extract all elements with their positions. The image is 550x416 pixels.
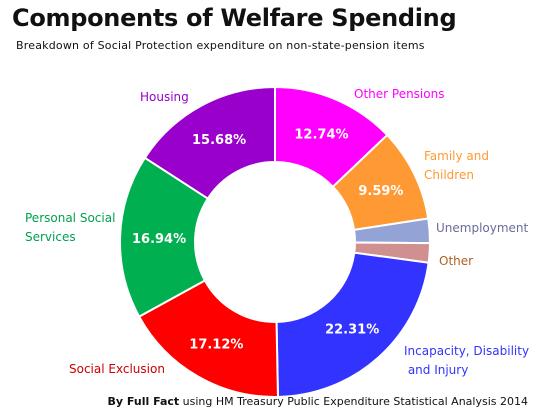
pct-label: 22.31% xyxy=(325,323,379,338)
chart-title: Components of Welfare Spending xyxy=(12,4,457,32)
pct-label: 16.94% xyxy=(132,232,186,247)
category-label: Housing xyxy=(140,90,189,104)
slice-incapacity-disability-and-injury xyxy=(275,251,430,398)
source-credit: By Full Fact using HM Treasury Public Ex… xyxy=(108,395,528,408)
category-label: Personal Social Services xyxy=(25,211,115,244)
slice-personal-social-services xyxy=(119,156,210,318)
pct-label: 9.59% xyxy=(358,184,403,199)
pct-label: 12.74% xyxy=(294,128,348,143)
chart-subtitle: Breakdown of Social Protection expenditu… xyxy=(16,39,425,52)
category-label: Social Exclusion xyxy=(69,362,165,376)
category-label: Family and Children xyxy=(424,149,489,182)
category-label: Other xyxy=(439,254,473,268)
percentage-labels: 12.74% 9.59% 22.31% 17.12% 16.94% 15.68% xyxy=(132,128,403,353)
category-label: Other Pensions xyxy=(354,87,444,101)
credit-source: using HM Treasury Public Expenditure Sta… xyxy=(182,395,528,408)
credit-author: By Full Fact xyxy=(107,395,180,408)
category-labels: Other Pensions Family and Children Unemploy… xyxy=(25,87,529,377)
pct-label: 15.68% xyxy=(192,133,246,148)
category-label: Incapacity, Disability and Injury xyxy=(404,344,529,377)
slice-housing xyxy=(143,85,276,200)
slice-social-exclusion xyxy=(137,279,279,398)
category-label: Unemployment xyxy=(436,221,529,235)
donut-slices xyxy=(119,85,432,398)
pct-label: 17.12% xyxy=(189,337,243,352)
